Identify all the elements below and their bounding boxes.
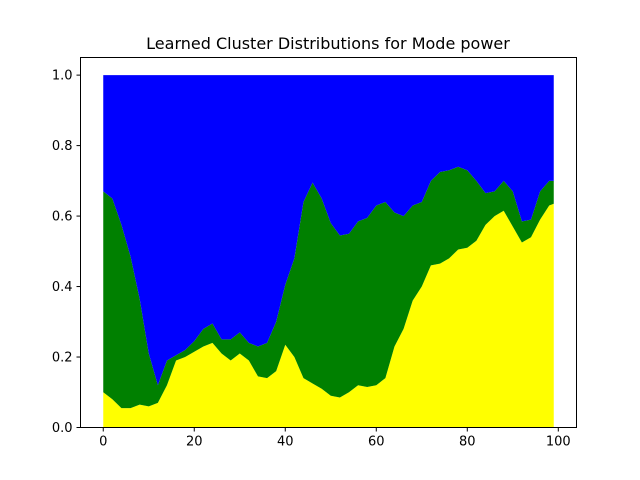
y-axis: 0.0 0.2 0.4 0.6 0.8 1.0 (52, 69, 81, 436)
x-tick-label: 60 (368, 435, 385, 450)
y-tick-label: 0.2 (52, 351, 73, 366)
y-tick-label: 0.4 (52, 280, 73, 295)
area-series-2 (103, 166, 554, 409)
chart-title: Learned Cluster Distributions for Mode p… (146, 34, 510, 53)
area-series-3 (103, 75, 554, 386)
x-tick-label: 100 (546, 435, 571, 450)
axes-frame (80, 57, 577, 428)
x-tick-label: 40 (277, 435, 294, 450)
plot-areas (103, 75, 554, 428)
y-tick-label: 0.0 (52, 421, 73, 436)
x-tick-label: 80 (459, 435, 476, 450)
x-axis: 0 20 40 60 80 100 (99, 427, 571, 450)
y-tick-label: 1.0 (52, 69, 73, 84)
y-tick-label: 0.8 (52, 139, 73, 154)
x-tick-label: 0 (99, 435, 107, 450)
y-tick-label: 0.6 (52, 210, 73, 225)
area-series-1 (103, 203, 554, 428)
x-tick-label: 20 (186, 435, 203, 450)
